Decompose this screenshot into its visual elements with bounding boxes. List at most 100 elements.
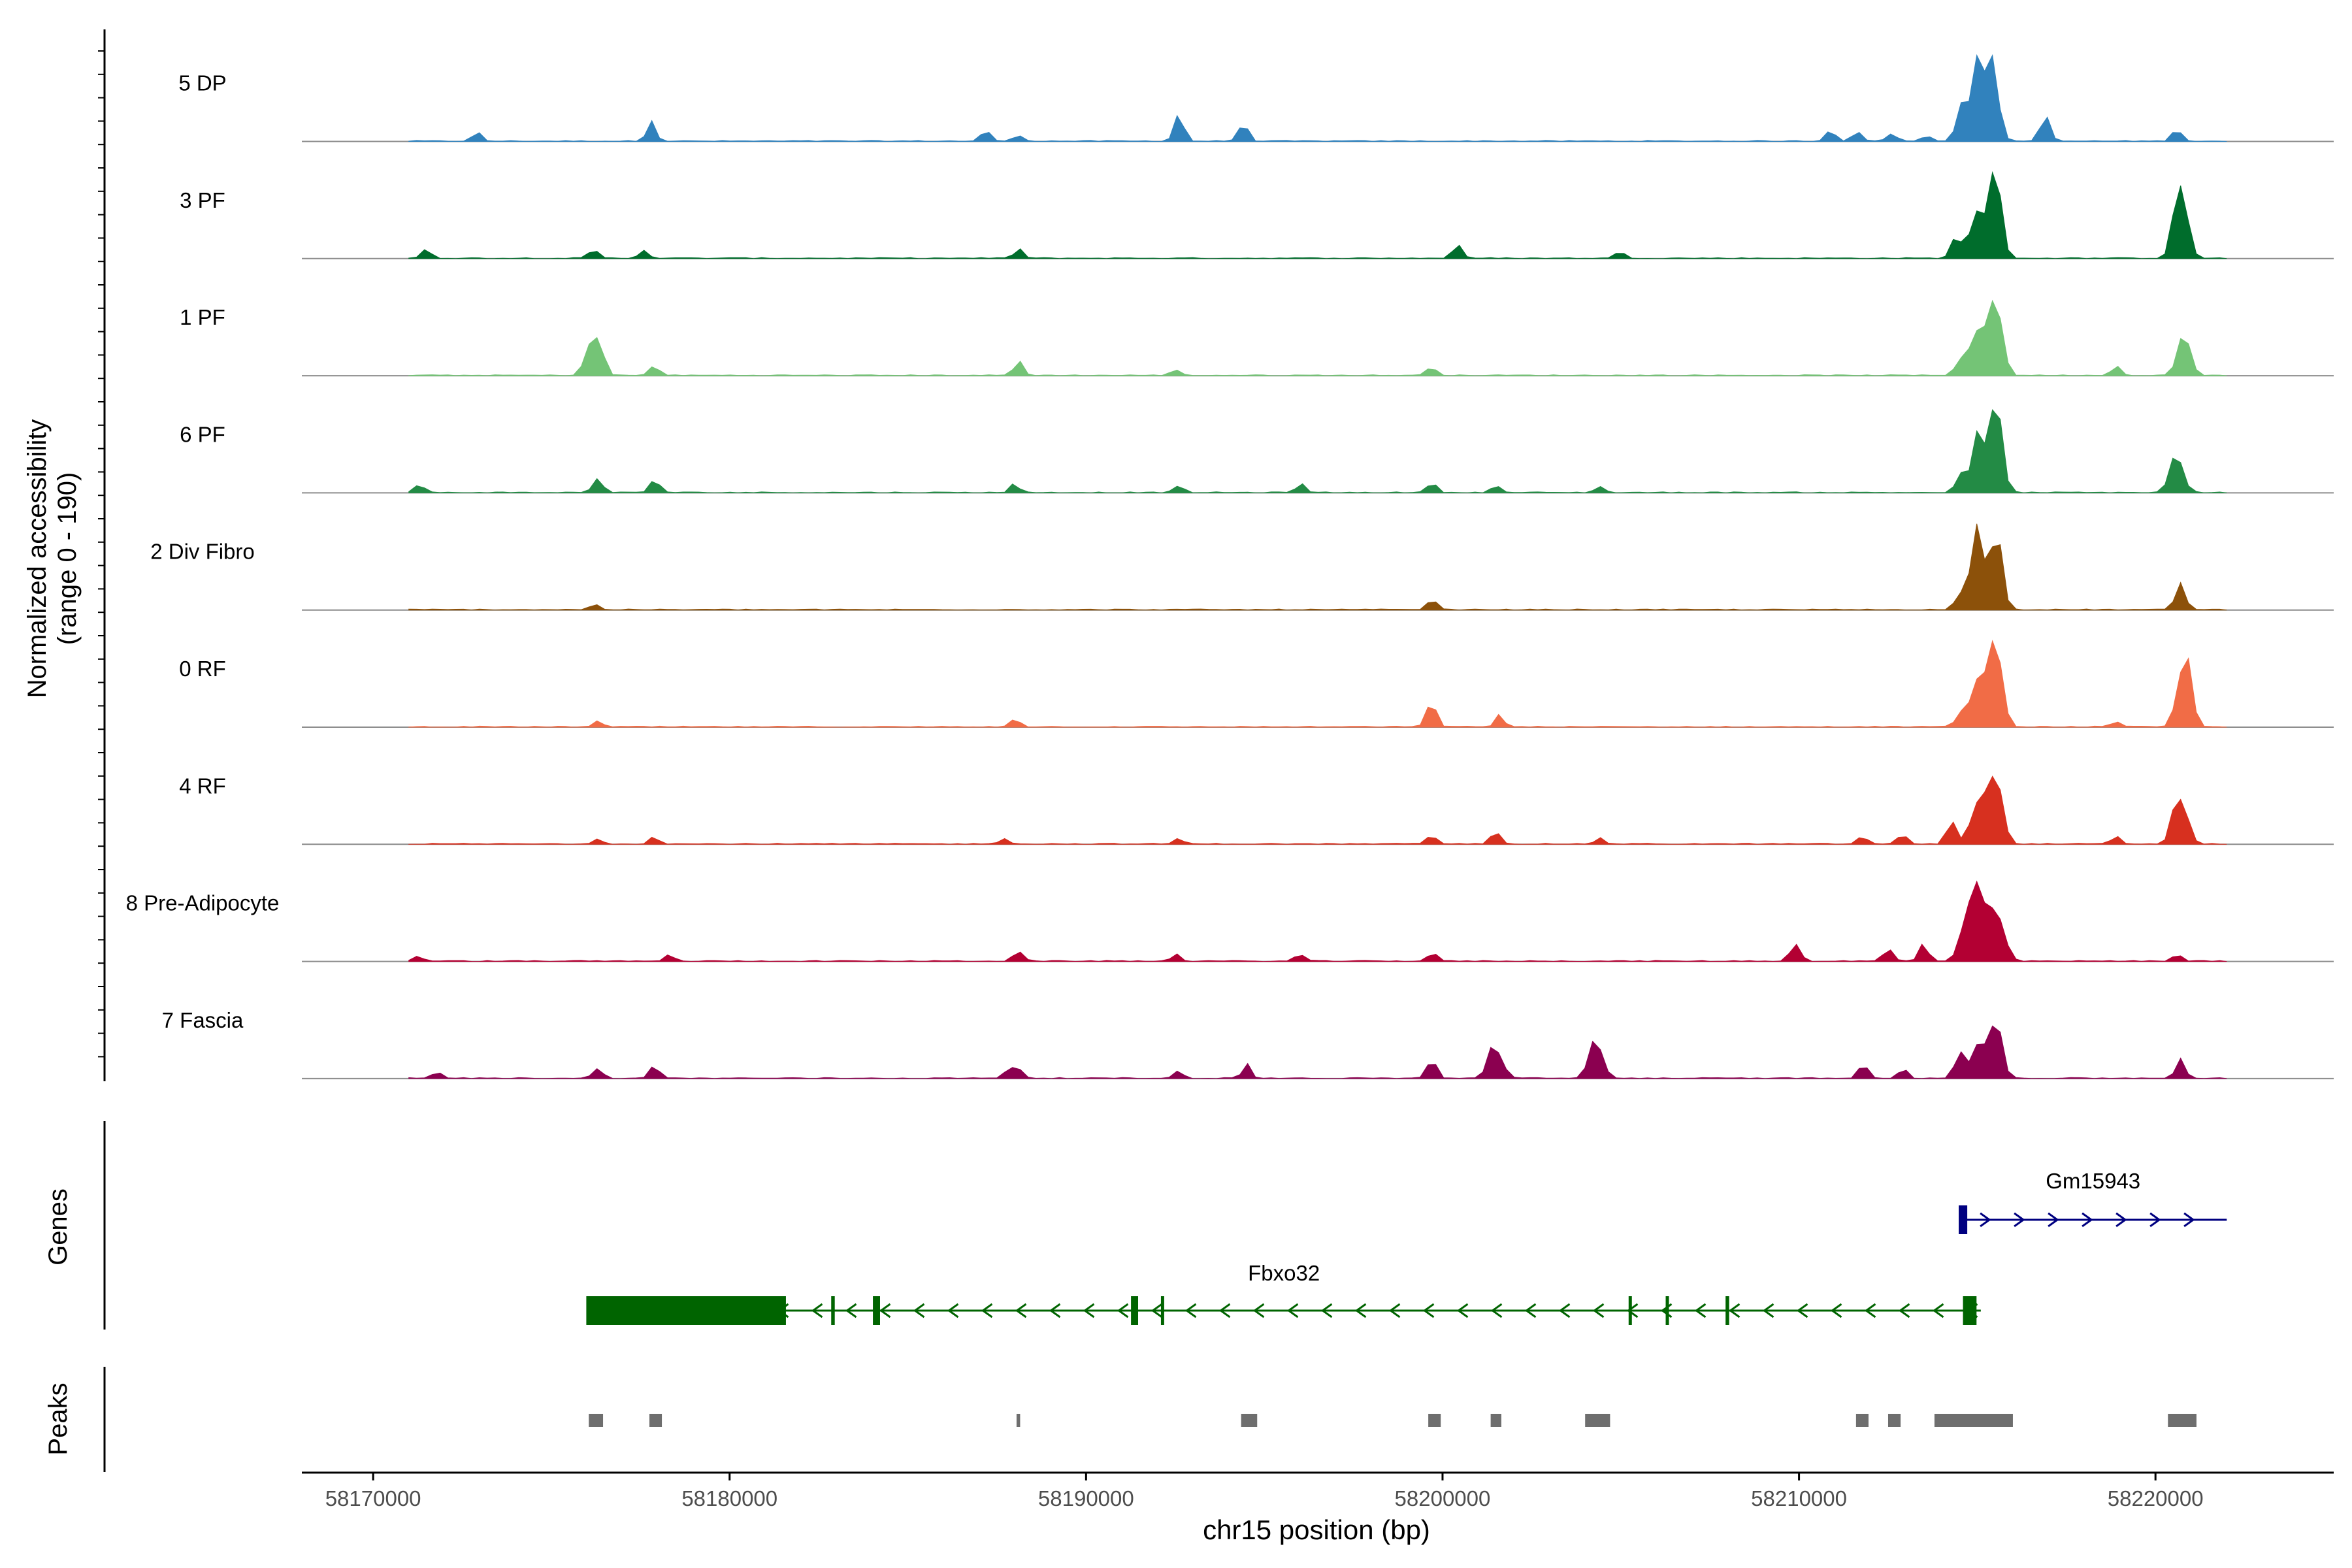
gene-exon <box>1131 1296 1139 1325</box>
strand-arrow <box>1049 1303 1061 1318</box>
strand-arrow <box>2082 1212 2093 1228</box>
x-tick-label: 58220000 <box>2108 1486 2204 1511</box>
track-label: 5 DP <box>178 71 226 95</box>
strand-arrow <box>1728 1303 1740 1318</box>
strand-arrow <box>1117 1303 1129 1318</box>
track-label: 7 Fascia <box>162 1008 244 1032</box>
strand-arrow <box>1592 1303 1605 1318</box>
peak-region <box>1585 1414 1610 1427</box>
strand-arrow <box>1626 1303 1639 1318</box>
x-tick-label: 58190000 <box>1038 1486 1134 1511</box>
peaks-panel-label: Peaks <box>44 1382 73 1455</box>
strand-arrow <box>1422 1303 1435 1318</box>
track-8-pre-adipocyte: 8 Pre-Adipocyte <box>126 880 2334 962</box>
peak-region <box>1016 1414 1021 1427</box>
coverage-area-6-pf <box>408 409 2227 493</box>
strand-arrow <box>1015 1303 1027 1318</box>
strand-arrow <box>1151 1303 1163 1318</box>
x-tick-label: 58170000 <box>325 1486 421 1511</box>
track-label: 2 Div Fibro <box>150 540 255 564</box>
gene-exon <box>1959 1205 1968 1234</box>
x-tick-label: 58180000 <box>681 1486 777 1511</box>
strand-arrow <box>879 1303 891 1318</box>
peak-region <box>589 1414 604 1427</box>
y-axis-title-line1: Normalized accessibility <box>23 419 52 698</box>
peak-region <box>1855 1414 1869 1427</box>
peak-region <box>1887 1414 1901 1427</box>
gene-name-label: Gm15943 <box>2046 1169 2140 1193</box>
strand-arrow <box>1830 1303 1842 1318</box>
peak-region <box>1490 1414 1501 1427</box>
peak-region <box>1241 1414 1258 1427</box>
track-label: 3 PF <box>180 188 225 212</box>
gene-exon <box>1160 1296 1164 1325</box>
strand-arrow <box>1354 1303 1367 1318</box>
gene-exon <box>831 1296 835 1325</box>
track-label: 6 PF <box>180 422 225 446</box>
strand-arrow <box>947 1303 959 1318</box>
genes-panel-label: Genes <box>44 1188 73 1266</box>
strand-arrow <box>981 1303 993 1318</box>
strand-arrow <box>2014 1212 2025 1228</box>
strand-arrow <box>1286 1303 1299 1318</box>
strand-arrow <box>1218 1303 1231 1318</box>
strand-arrow <box>1524 1303 1537 1318</box>
strand-arrow <box>1796 1303 1808 1318</box>
accessibility-tracks: 5 DP 3 PF 1 PF 6 PF 2 Div Fibro 0 RF 4 RF 8 Pre… <box>126 54 2334 1079</box>
strand-arrow <box>1320 1303 1333 1318</box>
peak-regions <box>589 1414 2197 1427</box>
gene-exon <box>1725 1296 1729 1325</box>
coverage-area-0-rf <box>408 640 2227 728</box>
gene-exon <box>1628 1296 1632 1325</box>
position-x-axis: 58170000 58180000 58190000 58200000 58210000… <box>302 1471 2334 1511</box>
coverage-area-7-fascia <box>408 1025 2227 1079</box>
coverage-area-5-dp <box>408 54 2227 142</box>
gene-exon <box>586 1296 786 1325</box>
strand-arrow <box>2048 1212 2059 1228</box>
gene-exon <box>1665 1296 1669 1325</box>
coverage-area-3-pf <box>408 171 2227 259</box>
gene-fbxo32: Fbxo32 <box>586 1261 1981 1325</box>
gene-gm15943: Gm15943 <box>1959 1169 2227 1234</box>
strand-arrow <box>1558 1303 1571 1318</box>
accessibility-y-axis <box>98 29 106 1081</box>
strand-arrow <box>1864 1303 1876 1318</box>
strand-arrow <box>1083 1303 1095 1318</box>
track-label: 4 RF <box>179 774 226 798</box>
strand-arrow <box>2115 1212 2127 1228</box>
track-0-rf: 0 RF <box>179 640 2334 728</box>
track-label: 8 Pre-Adipocyte <box>126 891 280 915</box>
peak-region <box>1934 1414 2013 1427</box>
gene-exon <box>873 1296 880 1325</box>
gene-name-label: Fbxo32 <box>1248 1261 1320 1285</box>
strand-arrow <box>1388 1303 1401 1318</box>
coverage-area-4-rf <box>408 776 2227 845</box>
strand-arrow <box>1980 1212 1991 1228</box>
track-1-pf: 1 PF <box>180 299 2334 377</box>
track-5-dp: 5 DP <box>178 54 2334 142</box>
peak-region <box>649 1414 662 1427</box>
coverage-area-1-pf <box>408 299 2227 376</box>
strand-arrow <box>1184 1303 1197 1318</box>
track-7-fascia: 7 Fascia <box>162 1008 2334 1079</box>
strand-arrow <box>1252 1303 1265 1318</box>
strand-arrow <box>2149 1212 2161 1228</box>
x-tick-label: 58210000 <box>1751 1486 1847 1511</box>
gene-exon <box>1963 1296 1977 1325</box>
track-6-pf: 6 PF <box>180 409 2334 494</box>
y-axis-title-line2: (range 0 - 190) <box>53 472 82 645</box>
peak-region <box>1428 1414 1441 1427</box>
strand-arrow <box>811 1303 823 1318</box>
x-tick-label: 58200000 <box>1395 1486 1491 1511</box>
strand-arrow <box>2183 1212 2195 1228</box>
coverage-area-8-pre-adipocyte <box>408 880 2227 962</box>
x-axis-title: chr15 position (bp) <box>1203 1514 1430 1545</box>
peak-region <box>2168 1414 2197 1427</box>
track-label: 1 PF <box>180 305 225 329</box>
track-4-rf: 4 RF <box>179 774 2334 845</box>
strand-arrow <box>1490 1303 1503 1318</box>
strand-arrow <box>913 1303 925 1318</box>
coverage-area-2-div-fibro <box>408 523 2227 611</box>
track-label: 0 RF <box>179 657 226 681</box>
strand-arrow <box>1694 1303 1707 1318</box>
